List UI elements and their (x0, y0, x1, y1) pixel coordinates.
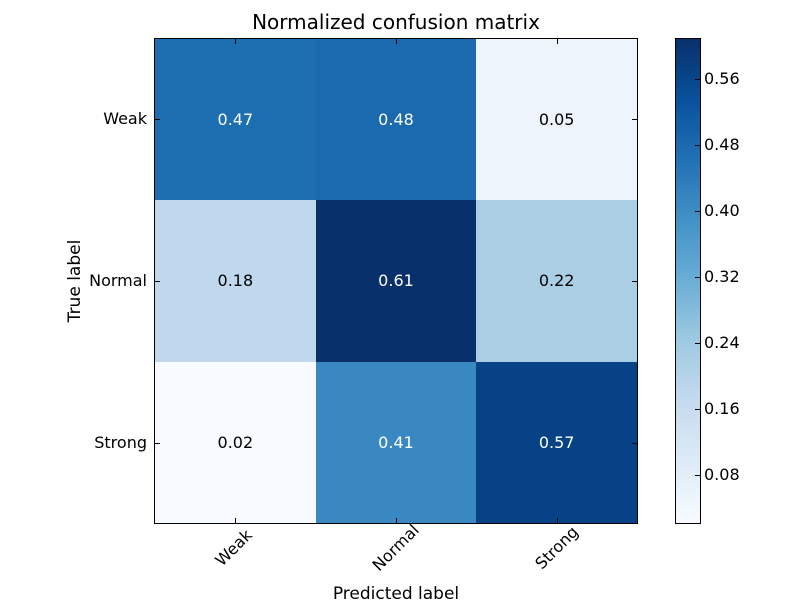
colorbar-tick-label: 0.40 (704, 201, 740, 220)
tick-mark (557, 39, 558, 44)
tick-mark (695, 277, 700, 278)
heatmap-cell: 0.61 (315, 200, 477, 362)
heatmap-cell: 0.18 (155, 200, 316, 362)
colorbar-tick-label: 0.48 (704, 135, 740, 154)
tick-mark (557, 518, 558, 523)
tick-mark (155, 119, 160, 120)
tick-mark (235, 518, 236, 523)
heatmap-cell: 0.47 (155, 39, 316, 201)
tick-mark (632, 119, 637, 120)
tick-mark (695, 475, 700, 476)
tick-mark (695, 79, 700, 80)
x-tick-label-strong: Strong (531, 522, 583, 574)
tick-mark (632, 281, 637, 282)
tick-mark (396, 518, 397, 523)
heatmap-cell: 0.05 (476, 39, 637, 201)
tick-mark (632, 443, 637, 444)
tick-mark (695, 211, 700, 212)
tick-mark (396, 39, 397, 44)
heatmap-cell: 0.41 (315, 361, 477, 523)
heatmap: 0.47 0.48 0.05 0.18 0.61 0.22 0.02 0.41 … (154, 38, 638, 524)
y-tick-label-normal: Normal (89, 271, 147, 290)
y-tick-label-weak: Weak (103, 109, 147, 128)
colorbar-tick-label: 0.08 (704, 465, 740, 484)
heatmap-cell: 0.22 (476, 200, 637, 362)
x-axis-label: Predicted label (332, 584, 460, 600)
heatmap-cell: 0.57 (476, 361, 637, 523)
y-tick-label-strong: Strong (94, 433, 147, 452)
colorbar-tick-label: 0.32 (704, 267, 740, 286)
x-tick-label-normal: Normal (368, 520, 423, 575)
tick-mark (235, 39, 236, 44)
heatmap-cell: 0.48 (315, 39, 477, 201)
colorbar-gradient (675, 38, 701, 524)
colorbar-tick-label: 0.24 (704, 333, 740, 352)
tick-mark (695, 343, 700, 344)
tick-mark (155, 443, 160, 444)
tick-mark (695, 409, 700, 410)
x-tick-label-weak: Weak (211, 525, 256, 570)
heatmap-cell: 0.02 (155, 361, 316, 523)
tick-mark (155, 281, 160, 282)
colorbar-tick-label: 0.56 (704, 69, 740, 88)
tick-mark (695, 145, 700, 146)
chart-title: Normalized confusion matrix (252, 10, 540, 34)
colorbar-tick-label: 0.16 (704, 399, 740, 418)
